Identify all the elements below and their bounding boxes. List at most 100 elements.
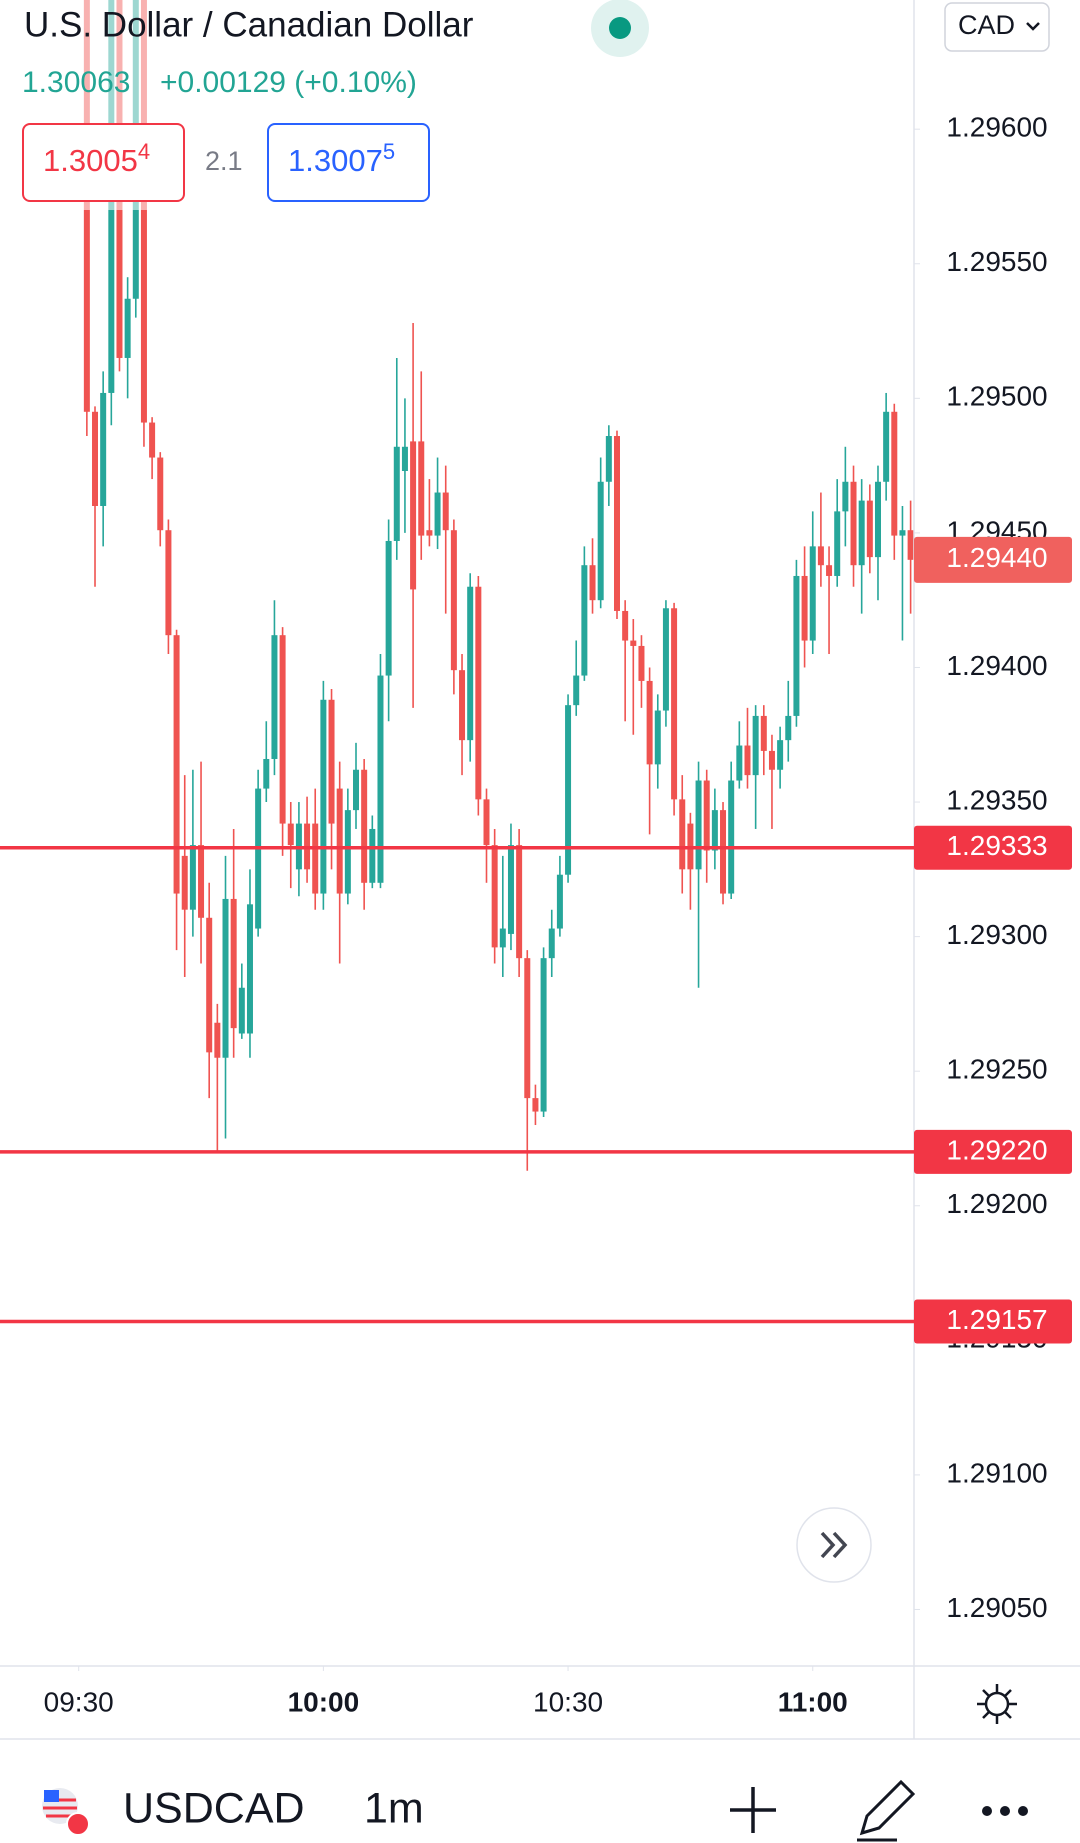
y-tick-label: 1.29250 <box>946 1054 1047 1085</box>
candle-body <box>760 715 767 751</box>
candle-body <box>312 823 319 894</box>
candle-body <box>410 441 417 590</box>
candle <box>671 602 678 816</box>
sell-button[interactable] <box>22 123 185 202</box>
candle <box>483 788 490 883</box>
candle-body <box>532 1098 539 1112</box>
candle-body <box>189 845 196 910</box>
candle-body <box>214 1022 221 1058</box>
candle <box>149 417 156 480</box>
currency-chevron <box>1026 22 1040 31</box>
candle <box>907 500 914 614</box>
sell-main: 1.3005 <box>43 143 138 178</box>
candle <box>328 689 335 870</box>
candle-body <box>736 745 743 781</box>
candle <box>434 457 441 550</box>
symbol-title: U.S. Dollar / Canadian Dollar <box>24 5 474 44</box>
candle-body <box>320 699 327 894</box>
candle <box>679 775 686 894</box>
candle <box>752 705 759 829</box>
candle-body <box>891 411 898 536</box>
candle-body <box>491 845 498 948</box>
candle <box>785 680 792 762</box>
candle-body <box>401 446 408 472</box>
candle-body <box>181 855 188 910</box>
candle <box>768 734 775 829</box>
candle <box>646 667 653 835</box>
flag-canton <box>44 1790 59 1802</box>
candle-body <box>768 750 775 770</box>
sell-price: 1.30054 <box>43 139 150 178</box>
candle-body <box>777 740 784 770</box>
candle-body <box>222 898 229 1058</box>
candle <box>238 963 245 1039</box>
candle-body <box>467 586 474 741</box>
candle <box>507 823 514 951</box>
candle-body <box>279 635 286 824</box>
candle <box>491 828 498 964</box>
candle <box>353 742 360 829</box>
level-label: 1.29333 <box>946 830 1047 861</box>
candle-body <box>157 457 164 531</box>
candle <box>336 761 343 964</box>
candle-body <box>638 645 645 681</box>
candle <box>385 519 392 722</box>
candle-body <box>801 575 808 641</box>
candle-body <box>565 705 572 875</box>
candle-body <box>695 780 702 870</box>
candle <box>287 802 294 889</box>
x-tick-label: 10:30 <box>533 1686 603 1717</box>
spread: 2.1 <box>205 146 243 176</box>
candle-body <box>613 436 620 611</box>
candle-body <box>899 530 906 536</box>
flag-ca <box>66 1812 90 1836</box>
candle <box>450 519 457 695</box>
x-tick-label: 10:00 <box>288 1686 360 1717</box>
candle-body <box>907 530 914 560</box>
candle <box>777 726 784 789</box>
candle-body <box>149 422 156 458</box>
candle <box>263 721 270 803</box>
footer-interval[interactable]: 1m <box>364 1784 424 1832</box>
footer-symbol[interactable]: USDCAD <box>123 1784 305 1832</box>
candle <box>540 947 547 1117</box>
candle-body <box>589 565 596 601</box>
candle-body <box>246 904 253 1034</box>
add-button[interactable] <box>730 1787 776 1833</box>
candle-body <box>548 928 555 959</box>
candle <box>703 769 710 883</box>
candle <box>499 855 506 977</box>
candle-body <box>377 675 384 883</box>
settings-button[interactable] <box>977 1684 1017 1724</box>
candle <box>181 775 188 977</box>
candle-body <box>483 799 490 846</box>
candle <box>842 446 849 547</box>
candle <box>858 479 865 614</box>
draw-button[interactable] <box>857 1779 916 1842</box>
candle-body <box>206 917 213 1053</box>
candle-body <box>630 640 637 646</box>
candle <box>189 769 196 937</box>
y-tick-label: 1.29600 <box>946 112 1047 143</box>
buy-button[interactable] <box>267 123 430 202</box>
buy-price: 1.30075 <box>288 139 395 178</box>
candle <box>695 761 702 988</box>
candle-body <box>809 546 816 641</box>
candle-body <box>230 898 237 1029</box>
candle-body <box>198 845 205 918</box>
gear-ring <box>984 1691 1010 1717</box>
x-tick-label: 09:30 <box>44 1686 114 1717</box>
candle-body <box>238 987 245 1034</box>
candle-body <box>874 481 881 558</box>
candle <box>573 640 580 716</box>
candle-body <box>858 500 865 566</box>
candle <box>246 869 253 1058</box>
buy-main: 1.3007 <box>288 143 383 178</box>
currency-label: CAD <box>958 10 1015 40</box>
level-tag <box>914 825 1072 870</box>
change: +0.00129 (+0.10%) <box>160 66 417 99</box>
currency-button[interactable] <box>944 2 1050 52</box>
candle <box>891 403 898 560</box>
candle-body <box>646 680 653 765</box>
more-button[interactable] <box>982 1806 1028 1816</box>
